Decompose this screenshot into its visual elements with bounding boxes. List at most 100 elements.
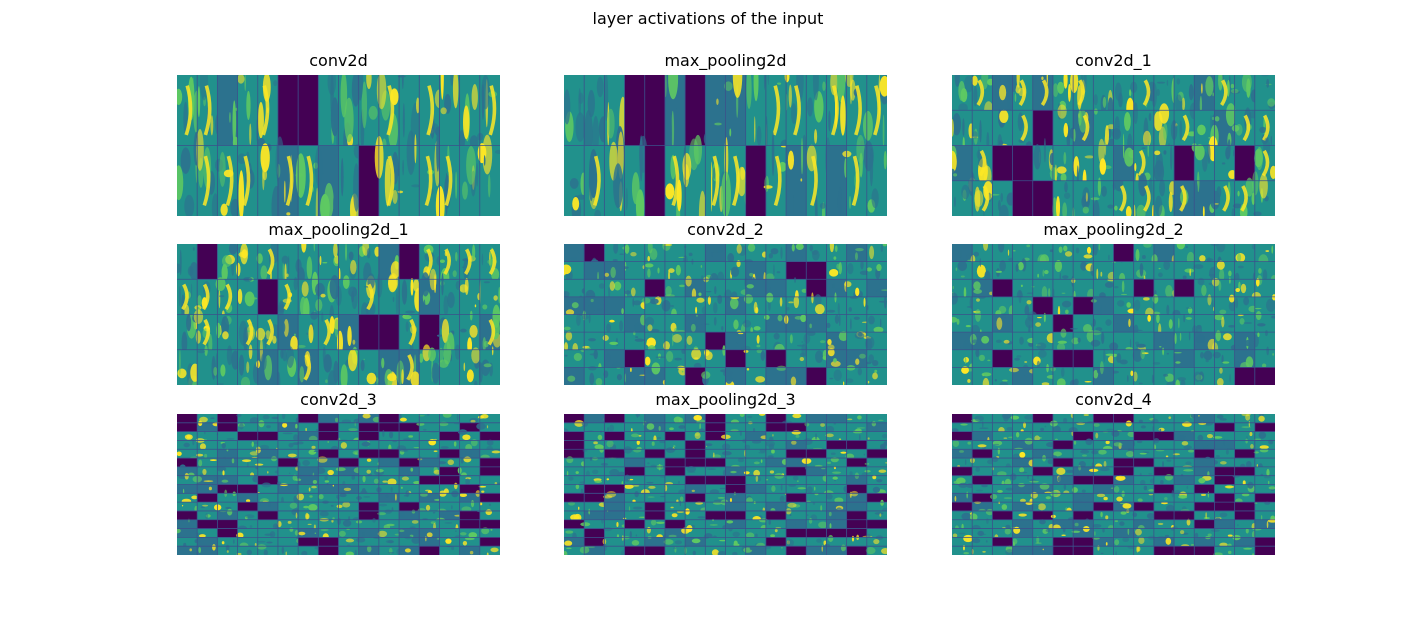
feature-map-tile xyxy=(459,277,481,315)
feature-map-tile xyxy=(1214,493,1235,503)
feature-map-tile xyxy=(1213,546,1235,555)
feature-map-tile xyxy=(644,493,667,503)
feature-map-tile xyxy=(745,458,767,468)
feature-map-tile xyxy=(784,75,807,146)
feature-map-tile xyxy=(1093,278,1117,299)
feature-map-tile xyxy=(806,414,827,424)
feature-map-tile xyxy=(971,546,993,555)
feature-map-tile xyxy=(743,349,767,368)
feature-map-tile xyxy=(644,145,666,216)
feature-map-tile xyxy=(318,449,339,459)
feature-map-tile xyxy=(952,414,973,424)
feature-map-tile xyxy=(1252,527,1275,538)
feature-map-tile xyxy=(459,475,481,486)
feature-map-tile xyxy=(298,75,319,146)
feature-map-tile xyxy=(1052,546,1074,555)
feature-map-tile xyxy=(745,475,767,485)
feature-map-tile xyxy=(338,143,363,216)
feature-map-tile xyxy=(970,110,993,151)
feature-map-tile xyxy=(1254,546,1275,555)
feature-map-tile xyxy=(806,261,827,280)
feature-map-tile xyxy=(197,458,218,468)
feature-map-tile xyxy=(315,466,339,476)
feature-map-tile xyxy=(1214,422,1235,432)
feature-map-tile xyxy=(564,501,585,512)
feature-map-tile xyxy=(685,508,706,521)
feature-map-tile xyxy=(298,414,319,424)
feature-map-tile xyxy=(177,510,198,521)
feature-map-tile xyxy=(972,484,993,494)
feature-map-tile xyxy=(399,519,420,529)
feature-map-tile xyxy=(297,311,319,351)
feature-map-tile xyxy=(786,449,807,459)
feature-map-tile xyxy=(1194,484,1215,494)
feature-map-tile xyxy=(1153,144,1175,184)
feature-map-tile xyxy=(216,466,238,476)
feature-map-tile xyxy=(1153,449,1175,459)
feature-map-tile xyxy=(479,546,500,555)
feature-map-tile xyxy=(866,279,887,298)
feature-map-tile xyxy=(1093,431,1114,441)
feature-map-tile xyxy=(664,75,686,156)
feature-map-tile xyxy=(624,135,648,216)
feature-map-tile xyxy=(197,502,218,512)
feature-map-tile xyxy=(419,128,441,216)
feature-map-tile xyxy=(826,517,847,529)
feature-map-tile xyxy=(1252,171,1275,216)
feature-map-tile xyxy=(725,475,746,485)
feature-map-tile xyxy=(825,493,847,504)
feature-map-tile xyxy=(601,296,625,315)
feature-map-tile xyxy=(459,546,481,555)
feature-map-tile xyxy=(765,528,787,538)
feature-map-tile xyxy=(1153,546,1175,555)
feature-map-tile xyxy=(806,545,827,555)
feature-map-tile xyxy=(846,519,868,529)
feature-map-tile xyxy=(1214,75,1235,111)
feature-map-tile xyxy=(1012,244,1034,262)
feature-map-tile xyxy=(1234,145,1256,182)
feature-map-tile xyxy=(1052,314,1074,333)
feature-map-tile xyxy=(459,510,481,521)
feature-map-tile xyxy=(584,508,605,521)
feature-map-tile xyxy=(972,493,993,503)
feature-map-tile xyxy=(378,546,400,555)
feature-map-tile xyxy=(765,261,787,282)
feature-map-tile xyxy=(1093,135,1114,182)
feature-map-tile xyxy=(197,414,218,424)
feature-map-tile xyxy=(826,261,847,280)
feature-map-tile xyxy=(1032,180,1054,216)
feature-map-tile xyxy=(1073,449,1094,459)
feature-map-tile xyxy=(604,244,625,262)
feature-map-tile xyxy=(1093,545,1114,555)
feature-map-tile xyxy=(194,528,218,538)
feature-map-tile xyxy=(1052,244,1074,262)
feature-map-tile xyxy=(584,244,605,262)
feature-map-tile xyxy=(1070,75,1094,111)
feature-map-tile xyxy=(644,449,666,459)
feature-map-tile xyxy=(1091,449,1114,459)
activation-grid xyxy=(177,75,500,216)
feature-map-tile xyxy=(479,493,500,503)
feature-map-tile xyxy=(722,75,746,146)
feature-map-tile xyxy=(972,145,993,187)
feature-map-tile xyxy=(952,75,974,113)
feature-map-tile xyxy=(1151,244,1175,267)
feature-map-tile xyxy=(1194,449,1215,459)
activation-grid xyxy=(564,244,887,385)
feature-map-tile xyxy=(1072,109,1094,146)
panel-max-pooling2d-3 xyxy=(564,414,887,555)
feature-map-tile xyxy=(826,510,847,521)
feature-map-tile xyxy=(1073,510,1094,521)
feature-map-tile xyxy=(1032,349,1054,369)
feature-map-tile xyxy=(846,244,868,262)
feature-map-tile xyxy=(257,440,279,451)
feature-map-tile xyxy=(1254,518,1275,529)
feature-map-tile xyxy=(255,314,280,351)
feature-map-tile xyxy=(765,519,787,529)
feature-map-tile xyxy=(439,414,460,424)
feature-map-tile xyxy=(806,528,827,538)
feature-map-tile xyxy=(846,510,868,521)
feature-map-tile xyxy=(1254,422,1275,432)
feature-map-tile xyxy=(564,484,585,495)
feature-map-tile xyxy=(1050,366,1074,385)
